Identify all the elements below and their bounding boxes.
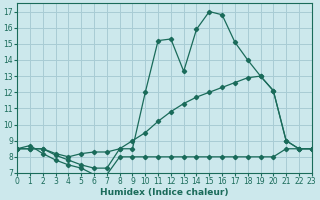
X-axis label: Humidex (Indice chaleur): Humidex (Indice chaleur): [100, 188, 229, 197]
